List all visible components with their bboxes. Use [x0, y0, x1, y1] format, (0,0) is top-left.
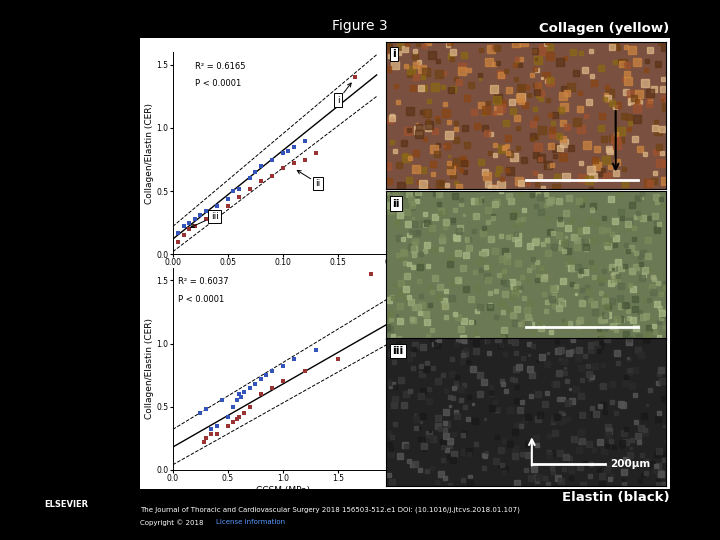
Point — [211, 421, 222, 430]
Point — [277, 149, 289, 158]
Point — [184, 225, 195, 233]
Point — [228, 402, 239, 411]
Text: ii: ii — [297, 171, 321, 188]
Point — [235, 392, 247, 401]
Point — [310, 149, 322, 158]
Point — [178, 231, 189, 240]
Point — [233, 390, 245, 399]
Text: iii: iii — [392, 346, 403, 356]
Point — [266, 383, 278, 392]
Text: License information: License information — [216, 519, 285, 525]
Y-axis label: Collagen/Elastin (CER): Collagen/Elastin (CER) — [145, 318, 154, 419]
Point — [233, 184, 245, 193]
Point — [266, 367, 278, 376]
Text: ELSEVIER: ELSEVIER — [45, 500, 89, 509]
Text: i: i — [337, 83, 351, 105]
Point — [277, 377, 289, 386]
Point — [228, 187, 239, 195]
Point — [266, 172, 278, 180]
Text: Figure 3: Figure 3 — [332, 19, 388, 33]
Point — [200, 214, 212, 223]
Point — [211, 210, 222, 218]
Point — [222, 202, 234, 211]
Point — [300, 136, 311, 145]
Text: The Journal of Thoracic and Cardiovascular Surgery 2018 156503-512.e1 DOI: (10.1: The Journal of Thoracic and Cardiovascul… — [140, 507, 521, 513]
Point — [198, 438, 210, 447]
Point — [211, 202, 222, 211]
Point — [222, 421, 234, 430]
Point — [206, 430, 217, 439]
Y-axis label: Collagen/Elastin (CER): Collagen/Elastin (CER) — [145, 103, 154, 204]
Point — [189, 222, 201, 231]
Text: 200μm: 200μm — [610, 459, 650, 469]
Point — [277, 164, 289, 173]
X-axis label: CCSM (MPa): CCSM (MPa) — [256, 486, 310, 495]
Point — [255, 161, 266, 170]
Point — [244, 383, 256, 392]
Point — [266, 155, 278, 164]
Point — [244, 402, 256, 411]
Point — [184, 218, 195, 227]
Point — [348, 73, 360, 82]
Point — [233, 193, 245, 202]
Point — [194, 211, 206, 219]
Point — [222, 413, 234, 421]
Point — [365, 270, 377, 279]
Point — [200, 405, 212, 414]
Text: iii: iii — [191, 212, 219, 227]
Text: Copyright © 2018: Copyright © 2018 — [140, 519, 204, 526]
Point — [231, 396, 243, 404]
Point — [300, 155, 311, 164]
Point — [288, 159, 300, 167]
Text: Elastin (black): Elastin (black) — [562, 491, 670, 504]
Point — [277, 362, 289, 370]
Point — [217, 396, 228, 404]
Point — [244, 174, 256, 183]
Text: ii: ii — [392, 199, 400, 209]
Point — [255, 390, 266, 399]
Point — [255, 375, 266, 383]
Point — [300, 367, 311, 376]
Point — [250, 380, 261, 388]
X-axis label: CCPM (MPa): CCPM (MPa) — [256, 270, 310, 279]
Point — [244, 184, 256, 193]
Point — [189, 214, 201, 223]
Point — [283, 146, 294, 155]
Point — [178, 222, 189, 231]
Text: A: A — [125, 282, 133, 293]
Point — [231, 415, 243, 423]
Point — [206, 425, 217, 434]
Point — [222, 194, 234, 203]
Point — [173, 237, 184, 246]
Point — [211, 430, 222, 439]
Point — [238, 409, 250, 417]
Text: B: B — [125, 498, 132, 508]
Point — [194, 409, 206, 417]
Point — [261, 371, 272, 380]
Point — [200, 434, 212, 443]
Text: i: i — [392, 49, 396, 59]
Text: R² = 0.6037: R² = 0.6037 — [179, 277, 229, 286]
Text: R² = 0.6165: R² = 0.6165 — [195, 62, 246, 71]
Point — [233, 413, 245, 421]
Point — [228, 417, 239, 426]
Point — [238, 387, 250, 396]
Text: P < 0.0001: P < 0.0001 — [195, 79, 241, 89]
Point — [255, 177, 266, 185]
Point — [250, 168, 261, 177]
Text: P < 0.0001: P < 0.0001 — [179, 295, 225, 304]
Point — [288, 354, 300, 363]
Point — [310, 346, 322, 354]
Text: Collagen (yellow): Collagen (yellow) — [539, 22, 670, 35]
Point — [333, 354, 344, 363]
Point — [288, 143, 300, 151]
Point — [200, 207, 212, 215]
Point — [173, 228, 184, 237]
